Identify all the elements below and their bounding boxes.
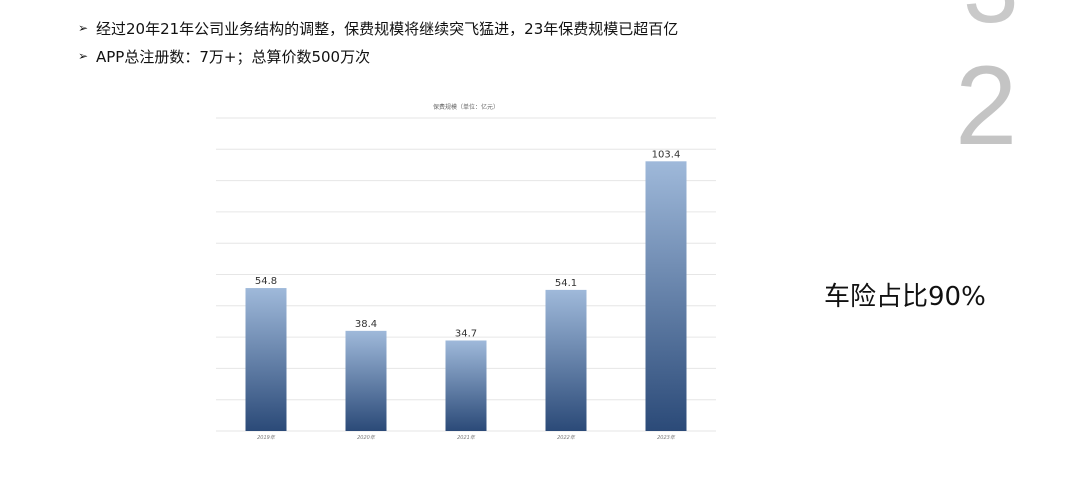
slide-number: 2 — [955, 43, 1018, 168]
x-tick-label: 2022年 — [557, 434, 576, 441]
arrow-bullet-icon: ➢ — [78, 49, 89, 63]
bar-1 — [245, 288, 287, 431]
chart-x-tick-labels: 2019年 2020年 2021年 2022年 2023年 — [257, 434, 676, 441]
bar-value-label: 54.1 — [555, 278, 577, 289]
chart-value-labels: 54.8 38.4 34.7 54.1 103.4 — [255, 149, 680, 339]
bullet-item: ➢ APP总注册数：7万+；总算价数500万次 — [78, 42, 678, 70]
bar-value-label: 54.8 — [255, 276, 277, 287]
bar-3 — [445, 340, 487, 431]
bar-5 — [645, 161, 687, 431]
x-tick-label: 2021年 — [457, 434, 476, 441]
x-tick-label: 2023年 — [657, 434, 676, 441]
car-insurance-share-note: 车险占比90% — [824, 282, 986, 312]
bullet-text: 经过20年21年公司业务结构的调整，保费规模将继续突飞猛进，23年保费规模已超百… — [96, 19, 679, 38]
bar-value-label: 103.4 — [652, 149, 681, 160]
bar-value-label: 34.7 — [455, 328, 477, 339]
partial-slide-number: 3 — [963, 0, 1019, 38]
x-tick-label: 2019年 — [257, 434, 276, 441]
bar-2 — [345, 330, 387, 431]
chart-bars — [245, 161, 687, 431]
bar-value-label: 38.4 — [355, 319, 377, 330]
bullet-text: APP总注册数：7万+；总算价数500万次 — [96, 47, 371, 66]
arrow-bullet-icon: ➢ — [78, 21, 89, 35]
bar-4 — [545, 289, 587, 431]
chart-title: 保费规模（单位：亿元） — [433, 103, 499, 111]
x-tick-label: 2020年 — [357, 434, 376, 441]
bullet-list: ➢ 经过20年21年公司业务结构的调整，保费规模将继续突飞猛进，23年保费规模已… — [78, 14, 678, 70]
bullet-item: ➢ 经过20年21年公司业务结构的调整，保费规模将继续突飞猛进，23年保费规模已… — [78, 14, 678, 42]
